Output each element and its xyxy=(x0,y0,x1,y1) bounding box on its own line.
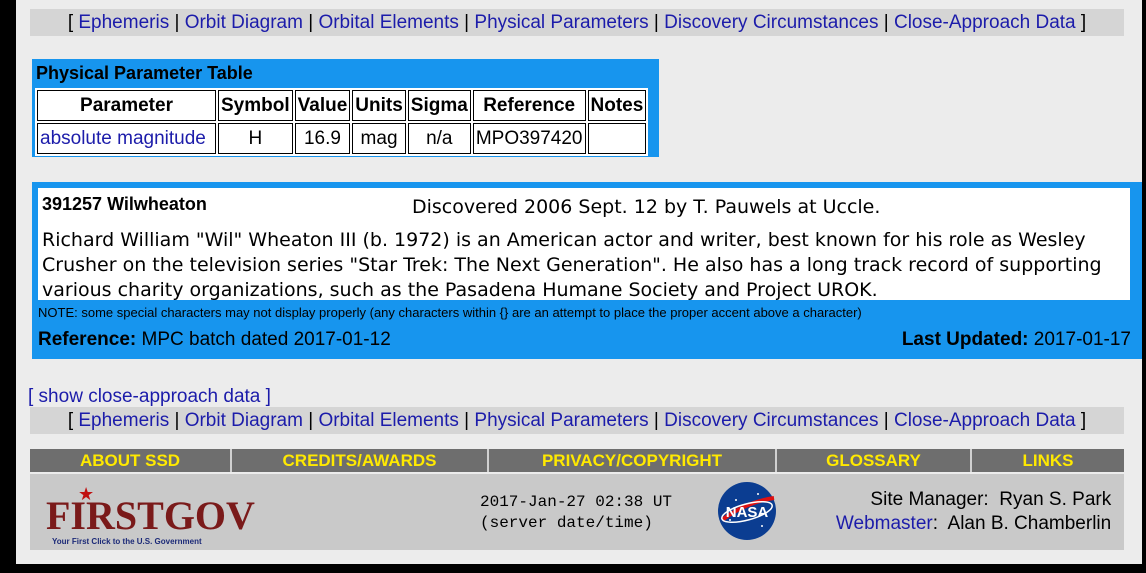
discovery-citation: 391257 Wilwheaton Discovered 2006 Sept. … xyxy=(38,188,1130,301)
footer-links[interactable]: LINKS xyxy=(1022,451,1074,470)
footer-privacy-copyright[interactable]: PRIVACY/COPYRIGHT xyxy=(489,449,777,472)
sigma-cell: n/a xyxy=(407,123,471,154)
nav-orbital-elements[interactable]: Orbital Elements xyxy=(318,12,459,33)
header-notes: Notes xyxy=(587,90,647,121)
footer-credits-awards[interactable]: CREDITS/AWARDS xyxy=(232,449,489,472)
nav-physical-parameters[interactable]: Physical Parameters xyxy=(474,410,649,431)
table-row: absolute magnitude H 16.9 mag n/a MPO397… xyxy=(37,123,647,154)
site-manager-name: Ryan S. Park xyxy=(999,489,1112,510)
discovery-circumstances: Discovered 2006 Sept. 12 by T. Pauwels a… xyxy=(412,196,881,218)
star-icon: ★ xyxy=(78,484,95,504)
footer: ★ FIRSTGOV Your First Click to the U.S. … xyxy=(30,474,1124,550)
parameter-link[interactable]: absolute magnitude xyxy=(37,123,216,154)
physical-parameter-table: Parameter Symbol Value Units Sigma Refer… xyxy=(35,88,649,156)
value-cell: 16.9 xyxy=(294,123,351,154)
server-time: 2017-Jan-27 02:38 UT (server date/time) xyxy=(480,492,672,534)
asteroid-name: 391257 Wilwheaton xyxy=(42,194,207,214)
header-units: Units xyxy=(352,90,406,121)
physical-parameter-title: Physical Parameter Table xyxy=(36,63,253,83)
reference-cell: MPO397420 xyxy=(472,123,586,154)
nav-orbit-diagram[interactable]: Orbit Diagram xyxy=(184,410,303,431)
nav-ephemeris[interactable]: Ephemeris xyxy=(78,12,170,33)
header-value: Value xyxy=(294,90,351,121)
site-manager-row: Site Manager: Ryan S. Park xyxy=(810,488,1111,512)
physical-parameter-box: Physical Parameter Table Parameter Symbo… xyxy=(32,59,659,157)
header-symbol: Symbol xyxy=(218,90,293,121)
nav-ephemeris[interactable]: Ephemeris xyxy=(78,410,170,431)
firstgov-tagline: Your First Click to the U.S. Government xyxy=(52,537,202,546)
reference-value: MPC batch dated 2017-01-12 xyxy=(141,329,391,350)
nav-close-approach-data[interactable]: Close-Approach Data xyxy=(893,410,1076,431)
nav-physical-parameters[interactable]: Physical Parameters xyxy=(474,12,649,33)
nav-discovery-circumstances[interactable]: Discovery Circumstances xyxy=(664,12,879,33)
server-time-value: 2017-Jan-27 02:38 UT xyxy=(480,493,673,511)
server-time-label: (server date/time) xyxy=(480,514,653,532)
site-contacts: Site Manager: Ryan S. Park Webmaster: Al… xyxy=(810,488,1111,536)
show-close-approach-link[interactable]: [ show close-approach data ] xyxy=(28,386,271,407)
units-cell: mag xyxy=(352,123,406,154)
footer-about-ssd[interactable]: ABOUT SSD xyxy=(30,449,232,472)
top-nav: [ Ephemeris | Orbit Diagram | Orbital El… xyxy=(30,9,1124,36)
firstgov-logo[interactable]: ★ FIRSTGOV Your First Click to the U.S. … xyxy=(38,484,255,546)
discovery-box: 391257 Wilwheaton Discovered 2006 Sept. … xyxy=(32,182,1142,359)
citation-text: Richard William "Wil" Wheaton III (b. 19… xyxy=(42,229,1102,301)
footer-nav-bar: ABOUT SSD CREDITS/AWARDS PRIVACY/COPYRIG… xyxy=(30,449,1124,472)
header-sigma: Sigma xyxy=(407,90,471,121)
webmaster-name: Alan B. Chamberlin xyxy=(947,513,1112,534)
symbol-cell: H xyxy=(218,123,293,154)
last-updated-line: Last Updated: 2017-01-17 xyxy=(902,329,1131,351)
last-updated-value: 2017-01-17 xyxy=(1033,329,1131,350)
header-reference: Reference xyxy=(472,90,586,121)
reference-label: Reference: xyxy=(38,329,137,350)
nav-close-approach-data[interactable]: Close-Approach Data xyxy=(893,12,1076,33)
nasa-logo-icon[interactable]: NASA xyxy=(716,480,778,542)
webmaster-row: Webmaster: Alan B. Chamberlin xyxy=(835,513,1112,534)
page: [ Ephemeris | Orbit Diagram | Orbital El… xyxy=(16,0,1142,564)
special-characters-note: NOTE: some special characters may not di… xyxy=(38,305,862,320)
last-updated-label: Last Updated: xyxy=(901,329,1029,350)
footer-glossary[interactable]: GLOSSARY xyxy=(777,449,972,472)
firstgov-wordmark: FIRSTGOV xyxy=(46,493,255,538)
nav-orbit-diagram[interactable]: Orbit Diagram xyxy=(184,12,303,33)
reference-line: Reference: MPC batch dated 2017-01-12 xyxy=(38,329,391,351)
table-header-row: Parameter Symbol Value Units Sigma Refer… xyxy=(37,90,647,121)
bottom-nav: [ Ephemeris | Orbit Diagram | Orbital El… xyxy=(30,407,1124,434)
nasa-wordmark: NASA xyxy=(726,504,769,521)
site-manager-label: Site Manager: xyxy=(870,489,989,510)
notes-cell xyxy=(587,123,647,154)
header-parameter: Parameter xyxy=(37,90,216,121)
nav-orbital-elements[interactable]: Orbital Elements xyxy=(318,410,459,431)
webmaster-link[interactable]: Webmaster xyxy=(835,513,933,534)
nav-discovery-circumstances[interactable]: Discovery Circumstances xyxy=(664,410,879,431)
